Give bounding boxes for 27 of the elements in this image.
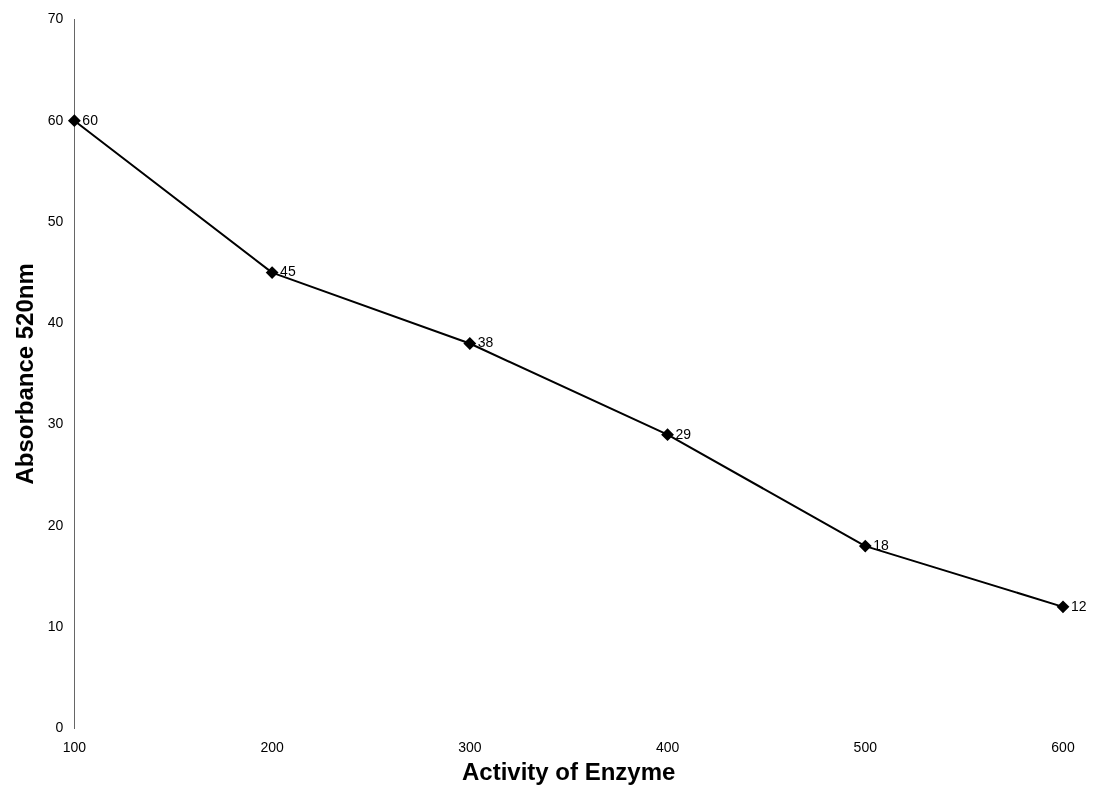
data-label: 29	[675, 425, 692, 442]
y-tick-label: 70	[47, 10, 64, 27]
point	[68, 114, 81, 127]
x-axis-title: Activity of Enzyme	[461, 758, 676, 786]
y-tick-label: 40	[47, 314, 64, 331]
data-label: 38	[477, 334, 494, 351]
y-tick-label: 50	[47, 212, 64, 229]
y-tick-label: 10	[47, 617, 64, 634]
data-label: 45	[280, 263, 296, 280]
x-tick-label: 400	[655, 738, 680, 755]
point	[266, 266, 279, 279]
x-tick-label: 500	[853, 738, 878, 755]
y-tick-label: 20	[47, 516, 64, 533]
x-tick-label: 100	[62, 738, 87, 755]
x-tick-label: 200	[260, 738, 284, 755]
data-label: 12	[1071, 597, 1087, 614]
point	[1057, 600, 1069, 613]
point	[661, 428, 674, 441]
y-tick-label: 30	[47, 415, 64, 432]
x-tick-label: 300	[458, 738, 482, 755]
data-label: 60	[82, 111, 99, 128]
x-tick-label: 600	[1051, 738, 1075, 755]
point	[463, 337, 476, 350]
point	[859, 540, 872, 553]
y-tick-label: 0	[55, 719, 64, 736]
y-tick-label: 60	[47, 111, 64, 128]
y-axis-title: Absorbance 520nm	[11, 263, 39, 485]
